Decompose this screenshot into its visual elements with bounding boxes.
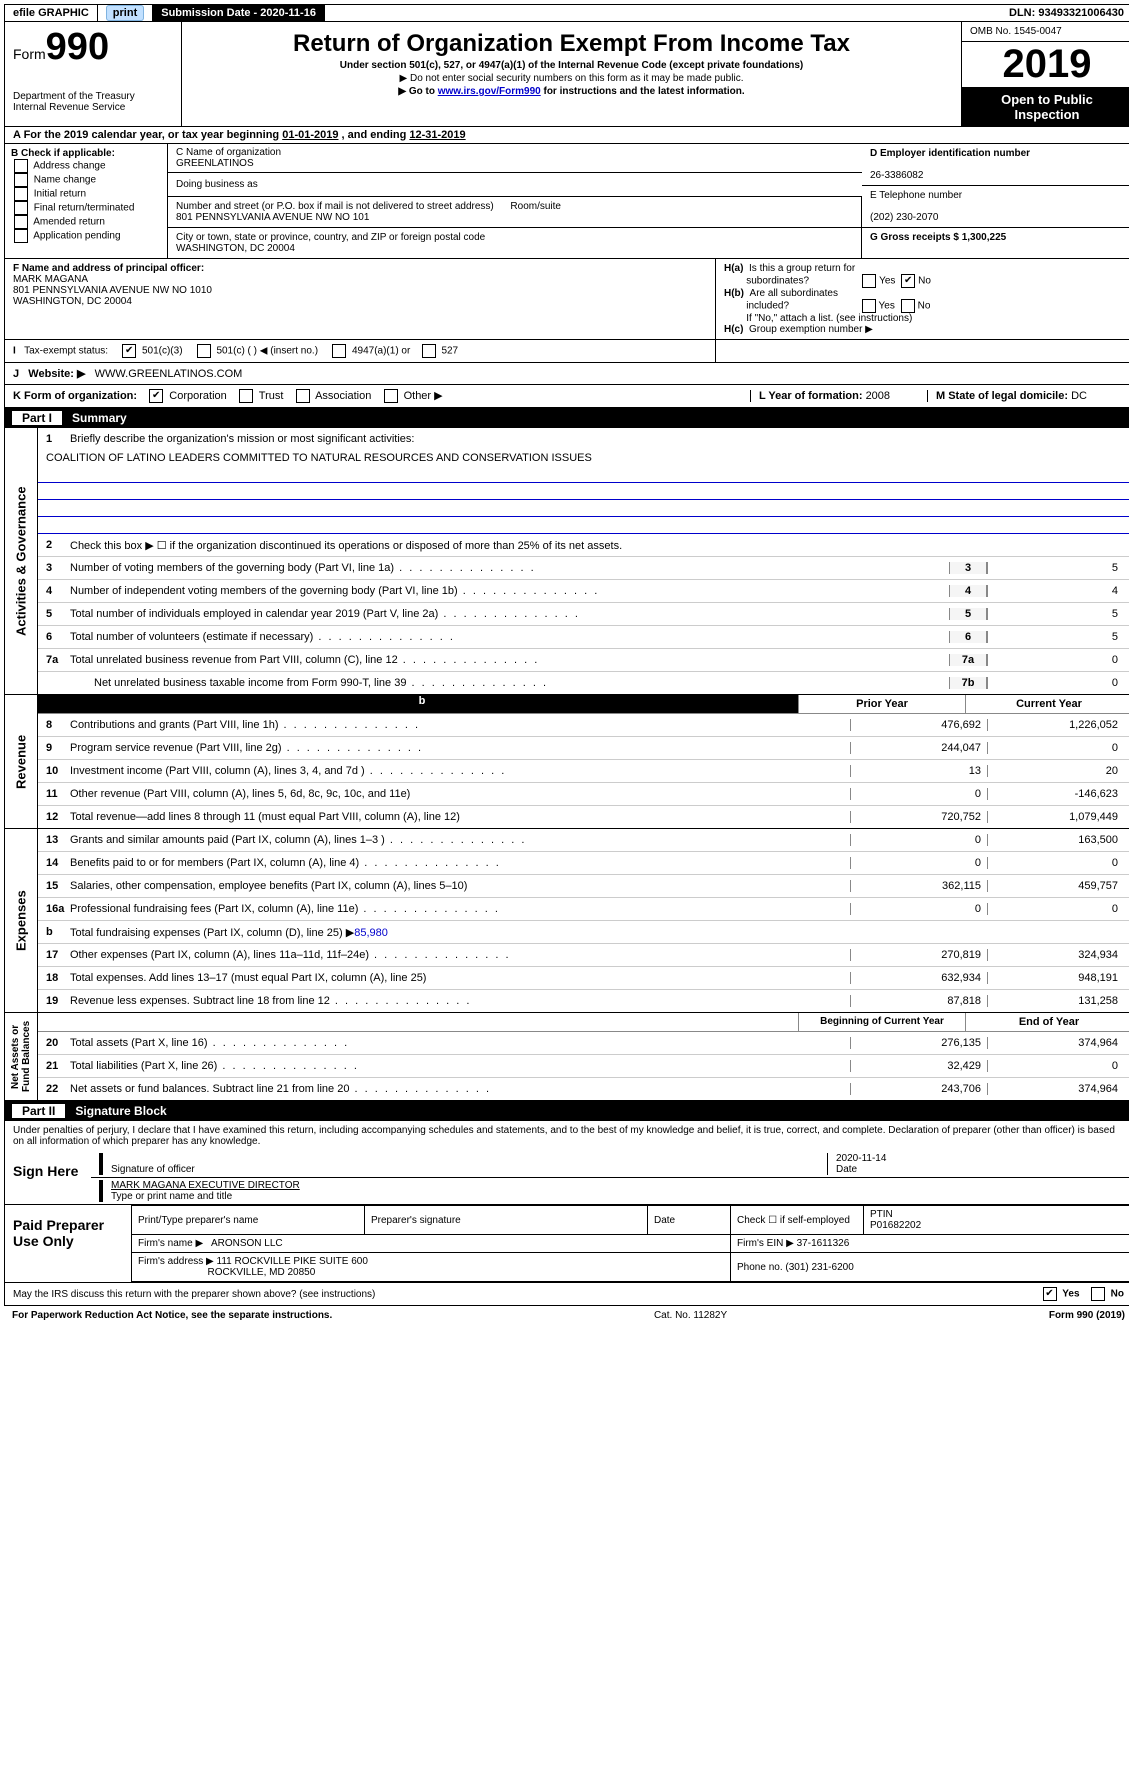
revenue-section: Revenue bPrior YearCurrent Year 8Contrib… xyxy=(4,695,1129,829)
website: WWW.GREENLATINOS.COM xyxy=(95,368,243,380)
box-c: C Name of organization GREENLATINOS Doin… xyxy=(168,144,862,258)
footer: For Paperwork Reduction Act Notice, see … xyxy=(4,1306,1129,1325)
mission-text: COALITION OF LATINO LEADERS COMMITTED TO… xyxy=(38,450,1129,466)
firm-addr: 111 ROCKVILLE PIKE SUITE 600 xyxy=(217,1256,368,1267)
officer-sig-name: MARK MAGANA EXECUTIVE DIRECTOR xyxy=(111,1180,300,1191)
ptin: P01682202 xyxy=(870,1220,921,1231)
expenses-section: Expenses 13Grants and similar amounts pa… xyxy=(4,829,1129,1013)
officer-name: MARK MAGANA xyxy=(13,274,88,285)
preparer-block: Paid Preparer Use Only Print/Type prepar… xyxy=(4,1205,1129,1283)
discuss-yes[interactable] xyxy=(1043,1287,1057,1301)
part2-header: Part II Signature Block xyxy=(4,1101,1129,1121)
sign-date: 2020-11-14 xyxy=(836,1153,886,1164)
box-b: B Check if applicable: Address change Na… xyxy=(5,144,168,258)
row-klm: K Form of organization: Corporation Trus… xyxy=(4,385,1129,408)
paid-prep-label: Paid Preparer Use Only xyxy=(5,1205,131,1282)
row-i: I Tax-exempt status: 501(c)(3) 501(c) ( … xyxy=(4,340,1129,363)
employees: 5 xyxy=(987,608,1124,620)
state-domicile: DC xyxy=(1071,390,1087,402)
chk-corp[interactable] xyxy=(149,389,163,403)
activities-governance: Activities & Governance 1 Briefly descri… xyxy=(4,428,1129,695)
form-title-box: Return of Organization Exempt From Incom… xyxy=(182,22,961,126)
period-row: A For the 2019 calendar year, or tax yea… xyxy=(4,127,1129,144)
part1-header: Part I Summary xyxy=(4,408,1129,428)
form-number-box: Form990 Department of the Treasury Inter… xyxy=(5,22,182,126)
form-title: Return of Organization Exempt From Incom… xyxy=(192,30,951,58)
vtab-governance: Activities & Governance xyxy=(5,428,38,694)
box-h: H(a) Is this a group return for subordin… xyxy=(716,259,1129,339)
org-address: 801 PENNSYLVANIA AVENUE NW NO 101 xyxy=(176,212,369,223)
dept-treasury: Department of the Treasury xyxy=(13,91,173,102)
form-sub2: ▶ Do not enter social security numbers o… xyxy=(192,73,951,84)
firm-name: ARONSON LLC xyxy=(211,1238,283,1249)
chk-name[interactable]: Name change xyxy=(34,175,96,186)
public-inspection: Open to PublicInspection xyxy=(962,88,1129,126)
tax-year: 2019 xyxy=(962,42,1129,88)
chk-initial[interactable]: Initial return xyxy=(34,189,86,200)
ein: 26-3386082 xyxy=(870,170,923,181)
ubti: 0 xyxy=(987,677,1124,689)
vtab-revenue: Revenue xyxy=(5,695,38,828)
discuss-no[interactable] xyxy=(1091,1287,1105,1301)
efile-label: efile GRAPHIC xyxy=(5,5,98,21)
chk-501c3[interactable] xyxy=(122,344,136,358)
org-city: WASHINGTON, DC 20004 xyxy=(176,243,295,254)
chk-final[interactable]: Final return/terminated xyxy=(34,203,135,214)
discuss-row: May the IRS discuss this return with the… xyxy=(4,1283,1129,1306)
form-header: Form990 Department of the Treasury Inter… xyxy=(4,22,1129,127)
box-f: F Name and address of principal officer:… xyxy=(5,259,716,339)
ha-no[interactable] xyxy=(901,274,915,288)
volunteers: 5 xyxy=(987,631,1124,643)
dept-irs: Internal Revenue Service xyxy=(13,102,173,113)
form-sub1: Under section 501(c), 527, or 4947(a)(1)… xyxy=(340,60,803,71)
indep-members: 4 xyxy=(987,585,1124,597)
subdate: Submission Date - 2020-11-16 xyxy=(153,5,325,21)
netassets-section: Net Assets orFund Balances Beginning of … xyxy=(4,1013,1129,1101)
ubr: 0 xyxy=(987,654,1124,666)
perjury-text: Under penalties of perjury, I declare th… xyxy=(5,1121,1129,1151)
voting-members: 5 xyxy=(987,562,1124,574)
entity-block: B Check if applicable: Address change Na… xyxy=(4,144,1129,259)
fundraising-exp: 85,980 xyxy=(354,927,388,939)
instructions-link[interactable]: www.irs.gov/Form990 xyxy=(438,86,541,97)
vtab-netassets: Net Assets orFund Balances xyxy=(5,1013,38,1100)
fh-row: F Name and address of principal officer:… xyxy=(4,259,1129,340)
vtab-expenses: Expenses xyxy=(5,829,38,1012)
box-deg: D Employer identification number 26-3386… xyxy=(862,144,1129,258)
omb-number: OMB No. 1545-0047 xyxy=(962,22,1129,42)
sign-here-label: Sign Here xyxy=(5,1151,91,1204)
firm-phone: (301) 231-6200 xyxy=(785,1262,853,1273)
phone: (202) 230-2070 xyxy=(870,212,938,223)
print-btn[interactable]: print xyxy=(98,5,153,21)
row-j: J Website: ▶ WWW.GREENLATINOS.COM xyxy=(4,363,1129,385)
dln: DLN: 93493321006430 xyxy=(1001,5,1129,21)
form-sub3: ▶ Go to www.irs.gov/Form990 for instruct… xyxy=(192,86,951,97)
chk-address[interactable]: Address change xyxy=(33,161,105,172)
topbar: efile GRAPHIC print Submission Date - 20… xyxy=(4,4,1129,22)
signature-block: Under penalties of perjury, I declare th… xyxy=(4,1121,1129,1205)
firm-ein: 37-1611326 xyxy=(797,1238,850,1249)
chk-pending[interactable]: Application pending xyxy=(33,231,120,242)
form-year-box: OMB No. 1545-0047 2019 Open to PublicIns… xyxy=(961,22,1129,126)
year-formation: 2008 xyxy=(866,390,890,402)
chk-amended[interactable]: Amended return xyxy=(33,217,105,228)
org-name: GREENLATINOS xyxy=(176,158,254,169)
gross-receipts: 1,300,225 xyxy=(962,232,1007,243)
